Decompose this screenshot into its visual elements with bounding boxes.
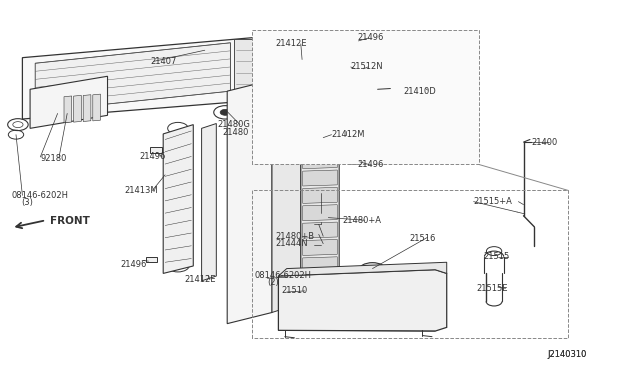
Polygon shape [74, 95, 81, 122]
Text: 21413M: 21413M [125, 186, 159, 195]
Text: 21515E: 21515E [477, 284, 508, 293]
Text: 21516: 21516 [410, 234, 436, 243]
Text: (2): (2) [268, 278, 279, 287]
Text: 21515: 21515 [483, 252, 509, 261]
Polygon shape [252, 30, 479, 164]
Polygon shape [303, 274, 337, 290]
Polygon shape [303, 118, 337, 134]
Text: 21412E: 21412E [275, 39, 307, 48]
Polygon shape [303, 222, 337, 238]
Polygon shape [301, 60, 339, 303]
Polygon shape [278, 270, 447, 331]
Text: FRONT: FRONT [50, 217, 90, 226]
Circle shape [255, 276, 264, 281]
Text: 21496: 21496 [357, 160, 383, 169]
Polygon shape [303, 170, 337, 186]
Text: 21407: 21407 [150, 57, 177, 66]
Circle shape [417, 86, 445, 102]
Text: 08146-6202H: 08146-6202H [12, 191, 68, 200]
Text: 21496: 21496 [140, 153, 166, 161]
Text: 21480: 21480 [223, 128, 249, 137]
Text: 21480G: 21480G [218, 120, 250, 129]
Text: 21480+A: 21480+A [342, 216, 381, 225]
Polygon shape [202, 124, 216, 281]
Bar [348, 38, 360, 44]
Circle shape [173, 262, 183, 268]
Polygon shape [303, 153, 337, 169]
Text: 21412M: 21412M [332, 130, 365, 139]
Circle shape [316, 266, 337, 278]
Polygon shape [35, 43, 230, 112]
Text: 21512N: 21512N [351, 62, 383, 71]
Polygon shape [303, 205, 337, 221]
Circle shape [220, 109, 230, 115]
Polygon shape [30, 76, 108, 128]
Bar [348, 159, 360, 164]
Circle shape [358, 263, 387, 279]
Polygon shape [303, 66, 337, 82]
Polygon shape [303, 100, 337, 116]
Bar [30, 101, 44, 108]
Bar [30, 92, 44, 99]
Polygon shape [303, 83, 337, 99]
Bar [30, 110, 44, 117]
Polygon shape [278, 262, 447, 276]
Circle shape [390, 77, 429, 100]
Text: 21444N: 21444N [275, 239, 308, 248]
Polygon shape [303, 257, 337, 273]
Text: 21410D: 21410D [403, 87, 436, 96]
Text: 21510: 21510 [282, 286, 308, 295]
Text: 21496: 21496 [120, 260, 147, 269]
Polygon shape [303, 240, 337, 256]
Circle shape [317, 215, 324, 220]
Polygon shape [22, 33, 301, 119]
Polygon shape [93, 94, 100, 121]
Polygon shape [272, 71, 301, 312]
Polygon shape [303, 187, 337, 203]
Polygon shape [234, 39, 266, 91]
Text: J2140310: J2140310 [547, 350, 587, 359]
Polygon shape [83, 95, 91, 122]
Bar [332, 128, 346, 134]
Text: 21400: 21400 [531, 138, 557, 147]
Text: 21496: 21496 [357, 33, 383, 42]
Text: 92180: 92180 [40, 154, 67, 163]
Polygon shape [227, 80, 272, 324]
Bar [314, 224, 321, 245]
Text: 21515+A: 21515+A [474, 197, 513, 206]
Polygon shape [303, 135, 337, 151]
Text: 21480+B: 21480+B [275, 232, 314, 241]
Bar [348, 64, 365, 73]
Text: J2140310: J2140310 [547, 350, 587, 359]
Text: 21412E: 21412E [184, 275, 216, 284]
Text: (3): (3) [21, 198, 33, 207]
Polygon shape [64, 96, 72, 123]
Text: 08146-6202H: 08146-6202H [255, 271, 312, 280]
Polygon shape [163, 125, 193, 273]
Bar [150, 147, 162, 153]
Bar [146, 257, 157, 262]
